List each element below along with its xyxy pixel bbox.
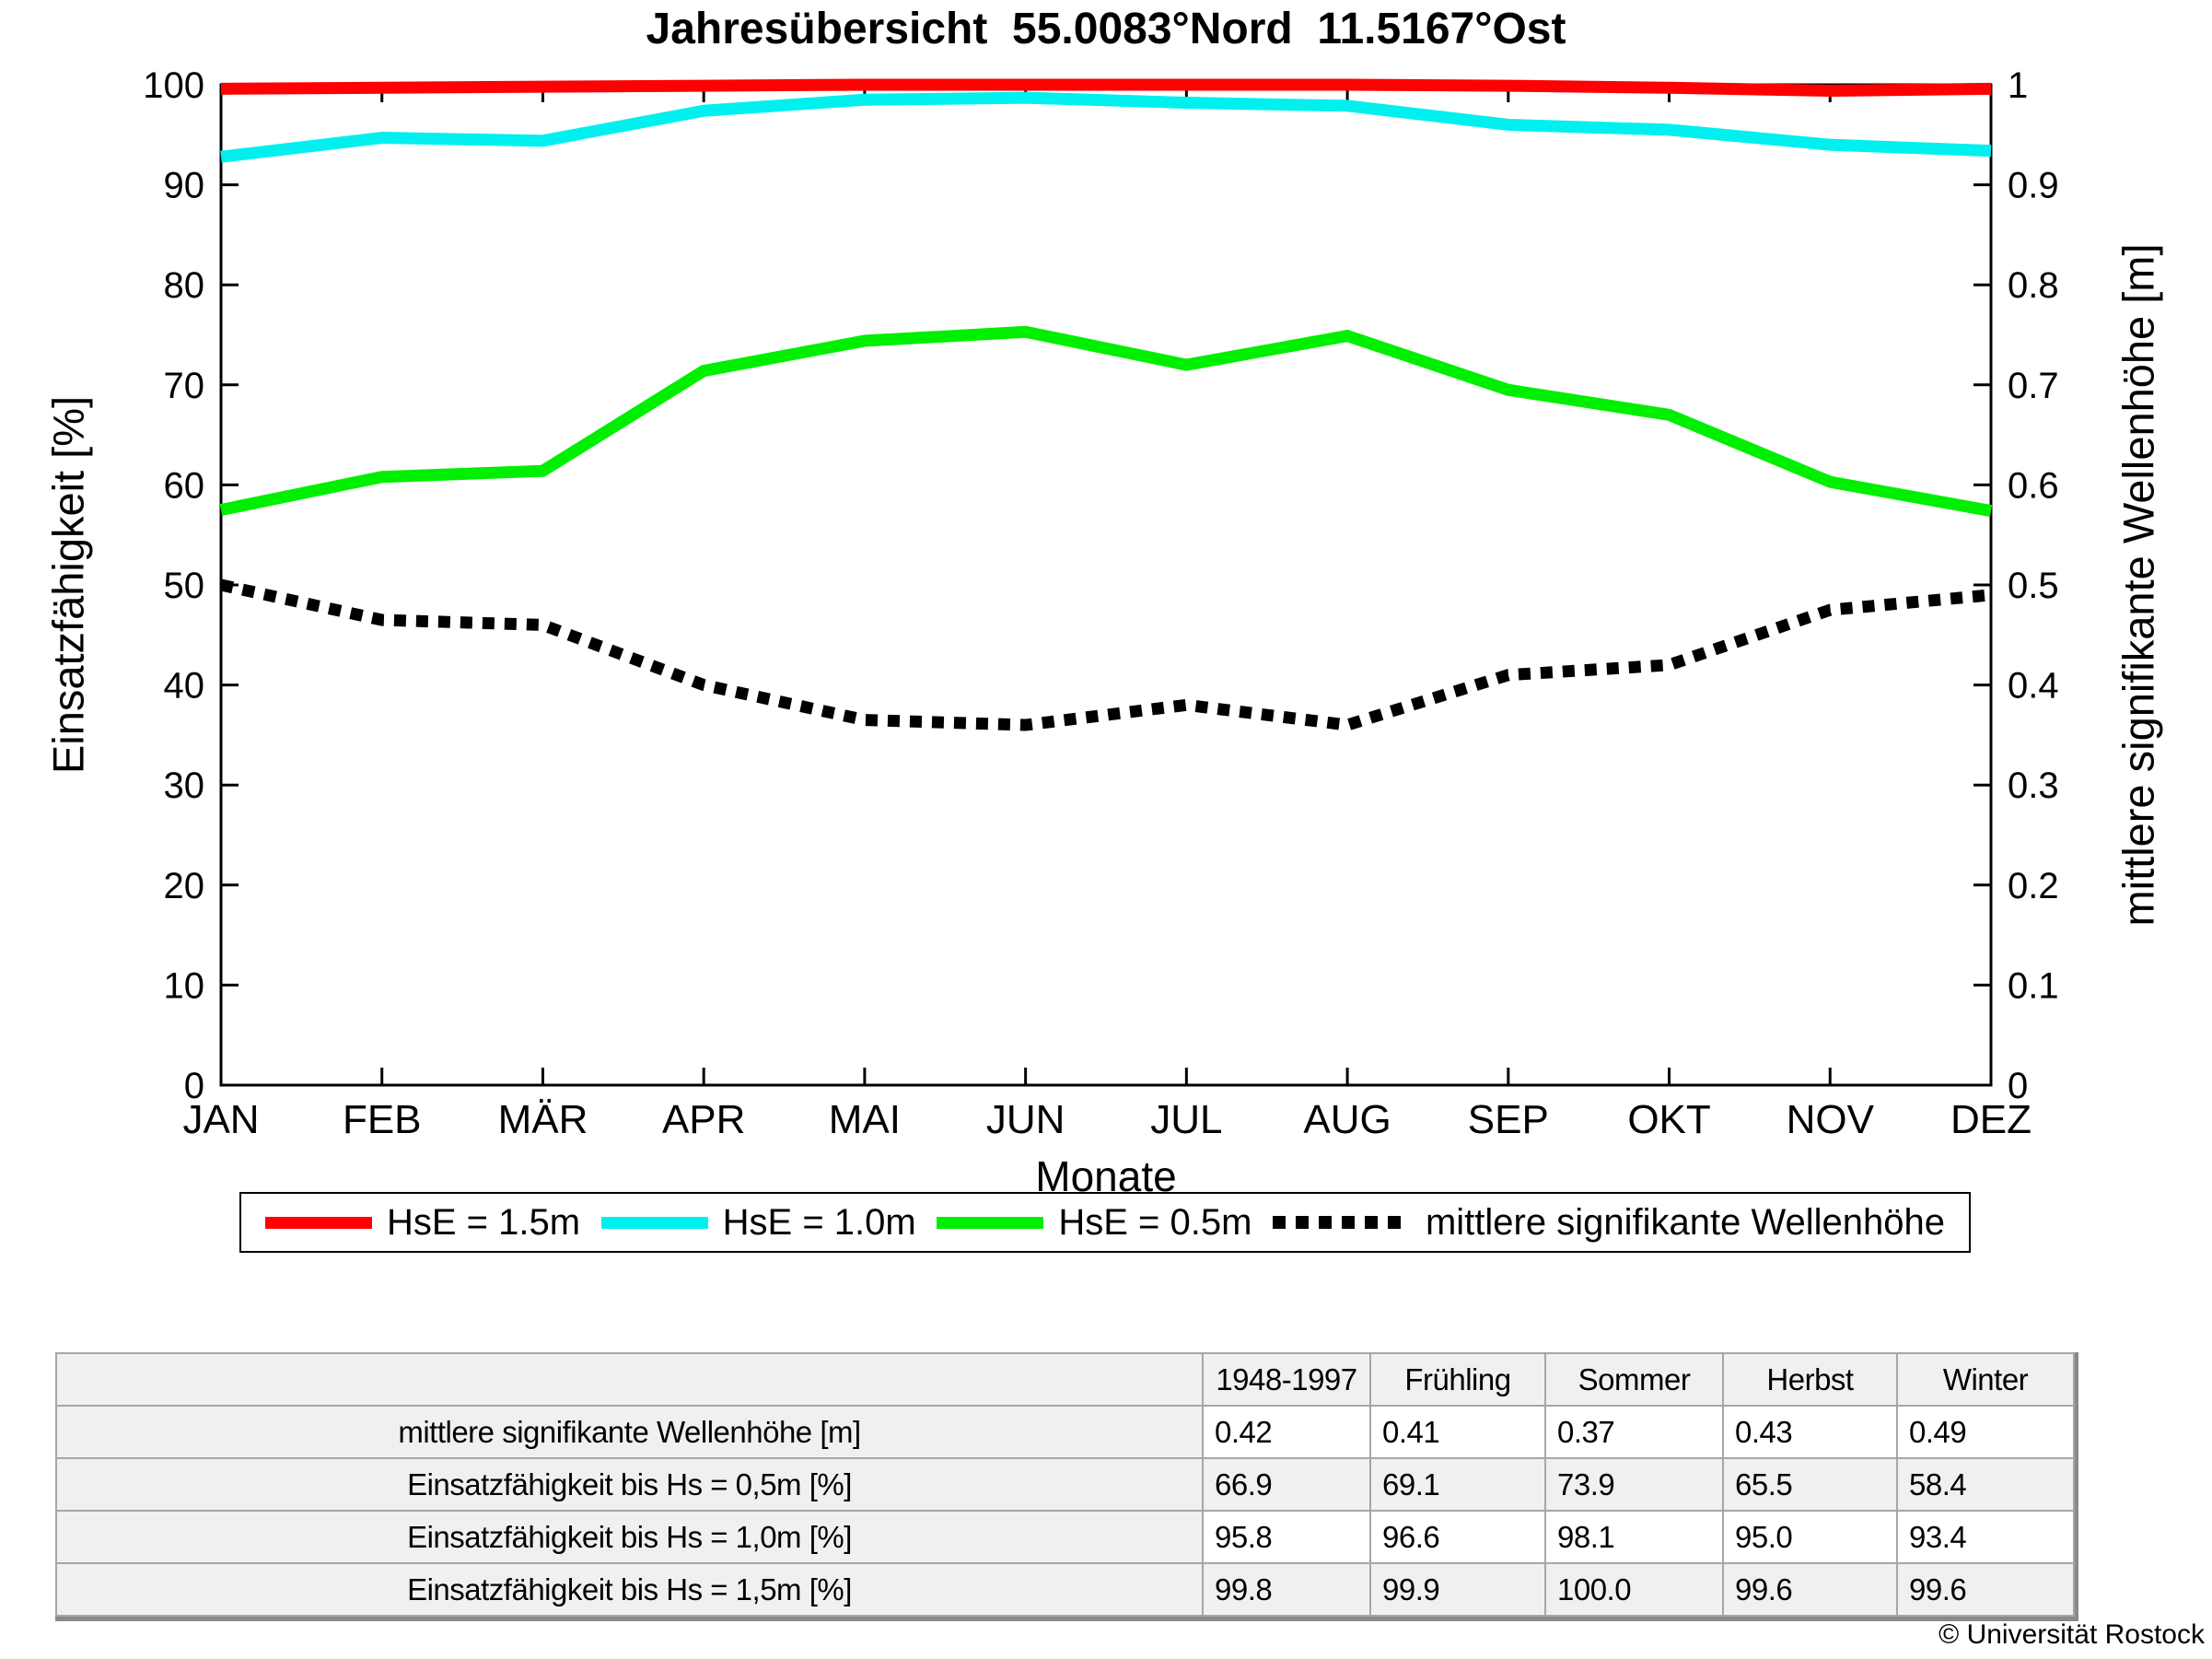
legend-label: HsE = 1.0m — [722, 1201, 916, 1243]
table-value-cell: 0.41 — [1369, 1405, 1546, 1459]
chart-legend: HsE = 1.5m HsE = 1.0m HsE = 0.5m mittlere s… — [239, 1192, 1971, 1253]
table-row-label: Einsatzfähigkeit bis Hs = 0,5m [%] — [55, 1457, 1204, 1512]
table-value-cell: 99.6 — [1722, 1562, 1898, 1617]
table-value-cell: 69.1 — [1369, 1457, 1546, 1512]
line-chart: 0 10 20 30 40 50 60 70 80 90 100 0 0.1 0.2 0.3 0.4 0.5 0.… — [143, 65, 2059, 1142]
legend-label: HsE = 0.5m — [1058, 1201, 1252, 1243]
series-line-3 — [219, 325, 1993, 518]
legend-item: HsE = 1.0m — [600, 1201, 916, 1244]
x-tick-label: NOV — [1787, 1097, 1875, 1142]
table-value-cell: 0.37 — [1544, 1405, 1724, 1459]
table-value-cell: 0.43 — [1722, 1405, 1898, 1459]
y-right-tick-label: 0 — [2008, 1066, 2028, 1106]
y-left-tick-label: 0 — [184, 1066, 204, 1106]
table-value-cell: 98.1 — [1544, 1510, 1724, 1564]
y-left-tick-label: 80 — [164, 265, 205, 306]
legend-swatch-4 — [1272, 1216, 1411, 1229]
y-left-tick-label: 50 — [164, 566, 205, 606]
legend-item: mittlere signifikante Wellenhöhe — [1272, 1201, 1945, 1244]
legend-swatch-3 — [937, 1216, 1044, 1229]
table-col-header: 1948-1997 — [1202, 1352, 1371, 1407]
table-row-label: mittlere signifikante Wellenhöhe [m] — [55, 1405, 1204, 1459]
table-row-label: Einsatzfähigkeit bis Hs = 1,0m [%] — [55, 1510, 1204, 1564]
table-value-cell: 73.9 — [1544, 1457, 1724, 1512]
table-col-header: Winter — [1896, 1352, 2075, 1407]
legend-swatch-2 — [600, 1216, 708, 1229]
x-tick-label: MÄR — [498, 1097, 588, 1142]
table-value-cell: 99.8 — [1202, 1562, 1371, 1617]
plot-frame — [219, 83, 1993, 1087]
x-tick-label: SEP — [1468, 1097, 1549, 1142]
chart-title: Jahresübersicht 55.0083°Nord 11.5167°Ost — [646, 5, 1566, 53]
y-right-tick-label: 1 — [2008, 65, 2028, 106]
x-tick-label: APR — [662, 1097, 745, 1142]
table-value-cell: 0.49 — [1896, 1405, 2075, 1459]
x-tick-label: JUN — [986, 1097, 1065, 1142]
series-line-4 — [219, 578, 1992, 731]
table-row: Einsatzfähigkeit bis Hs = 1,5m [%] 99.8 99… — [55, 1562, 2075, 1617]
seasonal-stats-table: 1948-1997 Frühling Sommer Herbst Winter mittl… — [55, 1352, 2078, 1621]
table-col-header: Sommer — [1544, 1352, 1724, 1407]
table-value-cell: 58.4 — [1896, 1457, 2075, 1512]
legend-label: HsE = 1.5m — [387, 1201, 581, 1243]
y-left-tick-label: 70 — [164, 366, 205, 406]
y-right-tick-label: 0.5 — [2008, 566, 2059, 606]
y-left-tick-label: 60 — [164, 465, 205, 506]
table-value-cell: 93.4 — [1896, 1510, 2075, 1564]
series-line-2 — [220, 91, 1992, 163]
y-right-tick-label: 0.1 — [2008, 965, 2059, 1006]
table-value-cell: 95.8 — [1202, 1510, 1371, 1564]
y-left-tick-label: 10 — [164, 965, 205, 1006]
table-value-cell: 99.6 — [1896, 1562, 2075, 1617]
x-tick-label: JUL — [1150, 1097, 1222, 1142]
y-right-tick-label: 0.8 — [2008, 265, 2059, 306]
table-value-cell: 96.6 — [1369, 1510, 1546, 1564]
table-value-cell: 0.42 — [1202, 1405, 1371, 1459]
table-value-cell: 99.9 — [1369, 1562, 1546, 1617]
table-row-label: Einsatzfähigkeit bis Hs = 1,5m [%] — [55, 1562, 1204, 1617]
x-tick-label: JAN — [182, 1097, 259, 1142]
x-tick-label: FEB — [343, 1097, 422, 1142]
legend-item: HsE = 1.5m — [265, 1202, 580, 1244]
x-tick-label: AUG — [1303, 1097, 1391, 1142]
x-tick-label: DEZ — [1950, 1097, 2032, 1142]
y-right-tick-label: 0.3 — [2008, 765, 2059, 806]
y-left-tick-label: 100 — [143, 65, 204, 106]
table-value-cell: 100.0 — [1544, 1562, 1724, 1617]
y-left-tick-label: 20 — [164, 866, 205, 906]
legend-item: HsE = 0.5m — [937, 1202, 1252, 1244]
table-corner-cell — [55, 1352, 1204, 1407]
y-right-tick-label: 0.6 — [2008, 465, 2059, 506]
x-tick-label: MAI — [829, 1097, 901, 1142]
y-left-tick-label: 90 — [164, 166, 205, 206]
y-right-tick-label: 0.9 — [2008, 166, 2059, 206]
copyright-notice: © Universität Rostock — [1938, 1619, 2205, 1650]
stats-table: 1948-1997 Frühling Sommer Herbst Winter mittl… — [55, 1352, 2075, 1617]
y-right-tick-label: 0.4 — [2008, 666, 2059, 707]
y-left-tick-label: 40 — [164, 666, 205, 707]
legend-label: mittlere signifikante Wellenhöhe — [1425, 1201, 1945, 1243]
table-row: Einsatzfähigkeit bis Hs = 1,0m [%] 95.8 96… — [55, 1510, 2075, 1564]
y-right-tick-label: 0.2 — [2008, 866, 2059, 906]
table-col-header: Herbst — [1722, 1352, 1898, 1407]
table-row: mittlere signifikante Wellenhöhe [m] 0.42… — [55, 1405, 2075, 1459]
legend-swatch-1 — [265, 1216, 372, 1229]
table-value-cell: 66.9 — [1202, 1457, 1371, 1512]
table-col-header: Frühling — [1369, 1352, 1546, 1407]
y-left-tick-label: 30 — [164, 765, 205, 806]
table-row: Einsatzfähigkeit bis Hs = 0,5m [%] 66.9 69… — [55, 1457, 2075, 1512]
y-right-tick-label: 0.7 — [2008, 366, 2059, 406]
series-line-1 — [220, 78, 1992, 98]
x-tick-label: OKT — [1627, 1097, 1710, 1142]
table-value-cell: 65.5 — [1722, 1457, 1898, 1512]
table-value-cell: 95.0 — [1722, 1510, 1898, 1564]
